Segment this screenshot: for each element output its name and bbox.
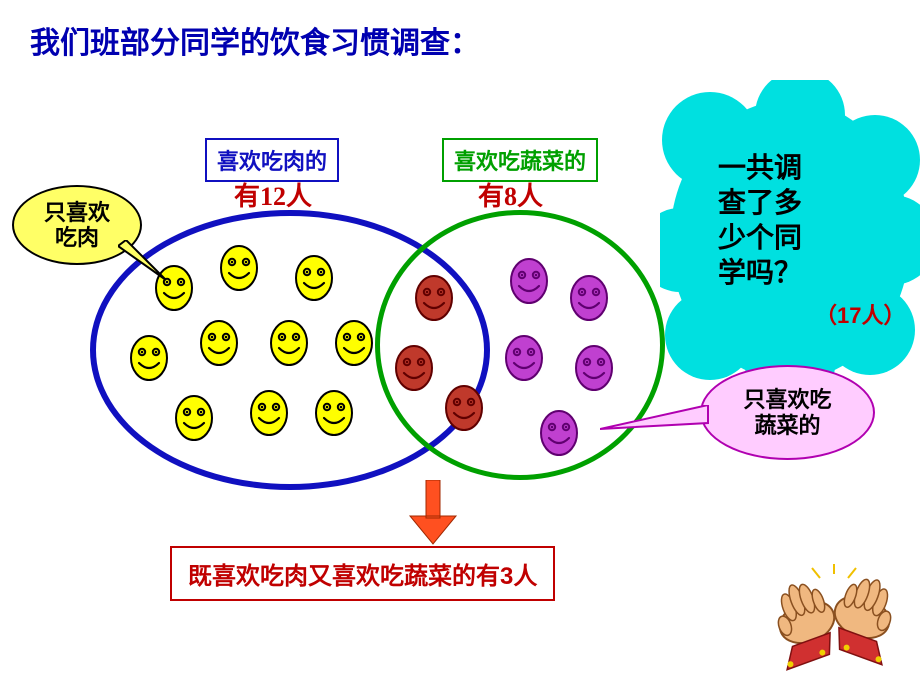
smiley-left-icon: [335, 320, 373, 366]
smiley-both-icon: [395, 345, 433, 391]
smiley-left-icon: [220, 245, 258, 291]
smiley-left-icon: [200, 320, 238, 366]
smiley-left-icon: [250, 390, 288, 436]
smiley-right-icon: [540, 410, 578, 456]
arrow-down-icon: [408, 480, 458, 545]
cloud-answer: （17人）: [815, 298, 905, 330]
smiley-right-icon: [575, 345, 613, 391]
smiley-both-icon: [415, 275, 453, 321]
smiley-right-icon: [510, 258, 548, 304]
right-set-count: 有8人: [478, 176, 543, 213]
smiley-left-icon: [130, 335, 168, 381]
left-set-count: 有12人: [234, 176, 312, 213]
page-title: 我们班部分同学的饮食习惯调查：: [30, 18, 480, 62]
smiley-both-icon: [445, 385, 483, 431]
smiley-right-icon: [570, 275, 608, 321]
smiley-left-icon: [270, 320, 308, 366]
smiley-left-icon: [315, 390, 353, 436]
intersection-box: 既喜欢吃肉又喜欢吃蔬菜的有3人: [170, 546, 555, 601]
callout-right: 只喜欢吃 蔬菜的: [700, 365, 875, 460]
callout-right-tail: [600, 405, 710, 445]
cloud-question: 一共调 查了多 少个同 学吗？: [718, 150, 802, 290]
clapping-hands-icon: [772, 562, 902, 672]
smiley-right-icon: [505, 335, 543, 381]
smiley-left-icon: [295, 255, 333, 301]
smiley-left-icon: [175, 395, 213, 441]
callout-left-tail: [118, 240, 168, 285]
